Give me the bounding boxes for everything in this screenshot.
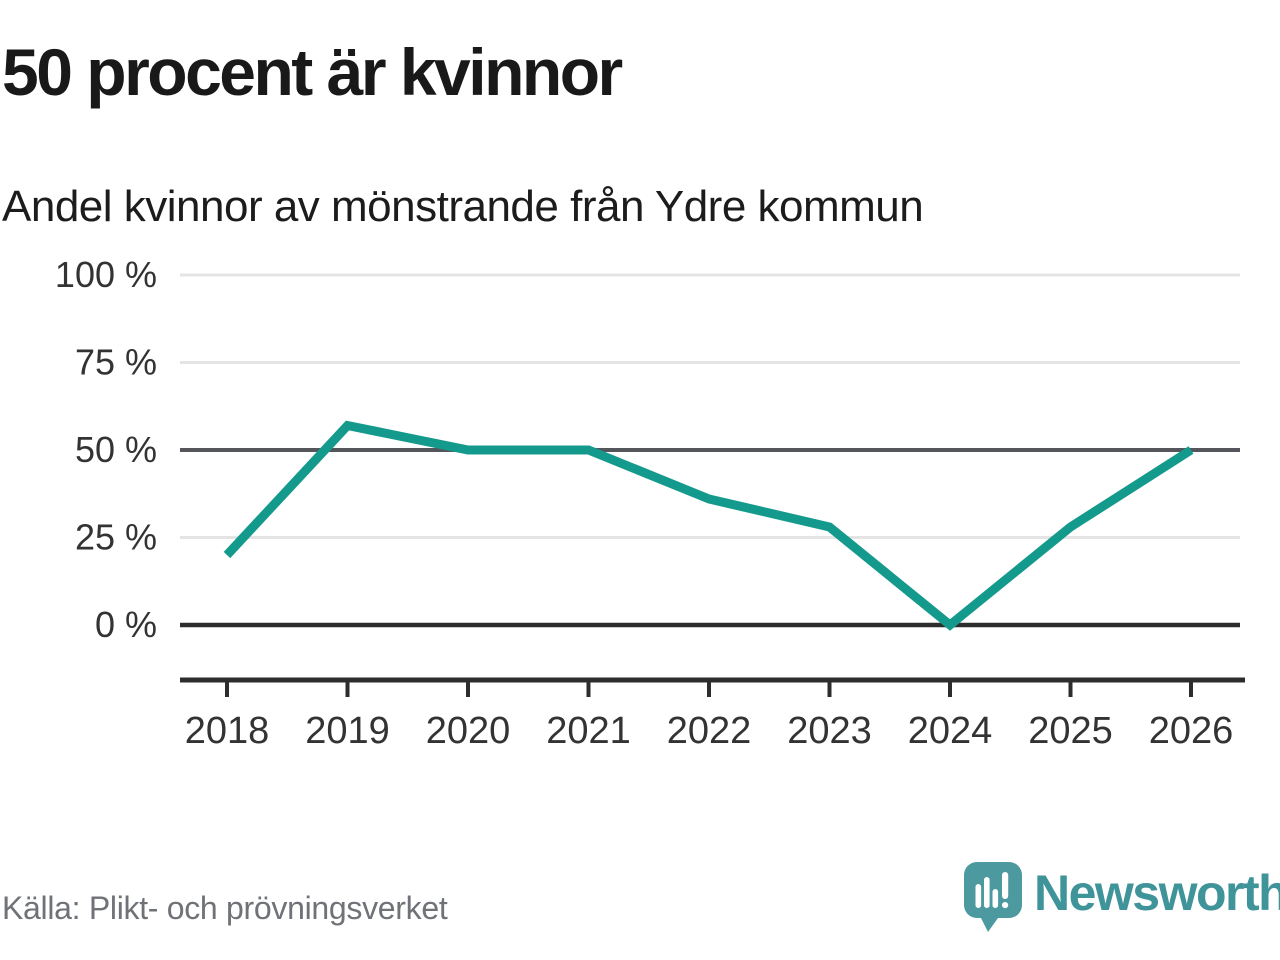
y-tick-label: 25 % [75, 517, 157, 558]
chart-subtitle: Andel kvinnor av mönstrande från Ydre ko… [2, 182, 924, 231]
x-tick-label: 2023 [787, 710, 872, 752]
logo-bars-icon [975, 872, 1009, 909]
x-tick-label: 2025 [1028, 710, 1113, 752]
chart-area: 0 % 25 % 50 % 75 % 100 % 2018 2019 2020 2021 2022… [0, 240, 1280, 780]
y-tick-label: 0 % [95, 604, 157, 645]
data-line-series [223, 420, 1194, 631]
x-tick-label: 2019 [305, 710, 390, 752]
y-tick-label: 100 % [55, 254, 157, 295]
y-tick-label: 75 % [75, 342, 157, 383]
x-tick-label: 2026 [1149, 710, 1234, 752]
x-tick-label: 2021 [546, 710, 631, 752]
source-caption: Källa: Plikt- och prövningsverket [2, 890, 448, 926]
x-tick-label: 2020 [426, 710, 511, 752]
x-tick-label: 2024 [908, 710, 993, 752]
newsworthy-logo-icon [964, 862, 1022, 932]
line-chart: 0 % 25 % 50 % 75 % 100 % 2018 2019 2020 2021 2022… [55, 254, 1245, 752]
x-tick-label: 2022 [667, 710, 752, 752]
page-title: 50 procent är kvinnor [2, 35, 623, 109]
y-tick-label: 50 % [75, 429, 157, 470]
brand-wordmark: Newsworthy [1034, 865, 1280, 921]
x-tick-label: 2018 [185, 710, 270, 752]
